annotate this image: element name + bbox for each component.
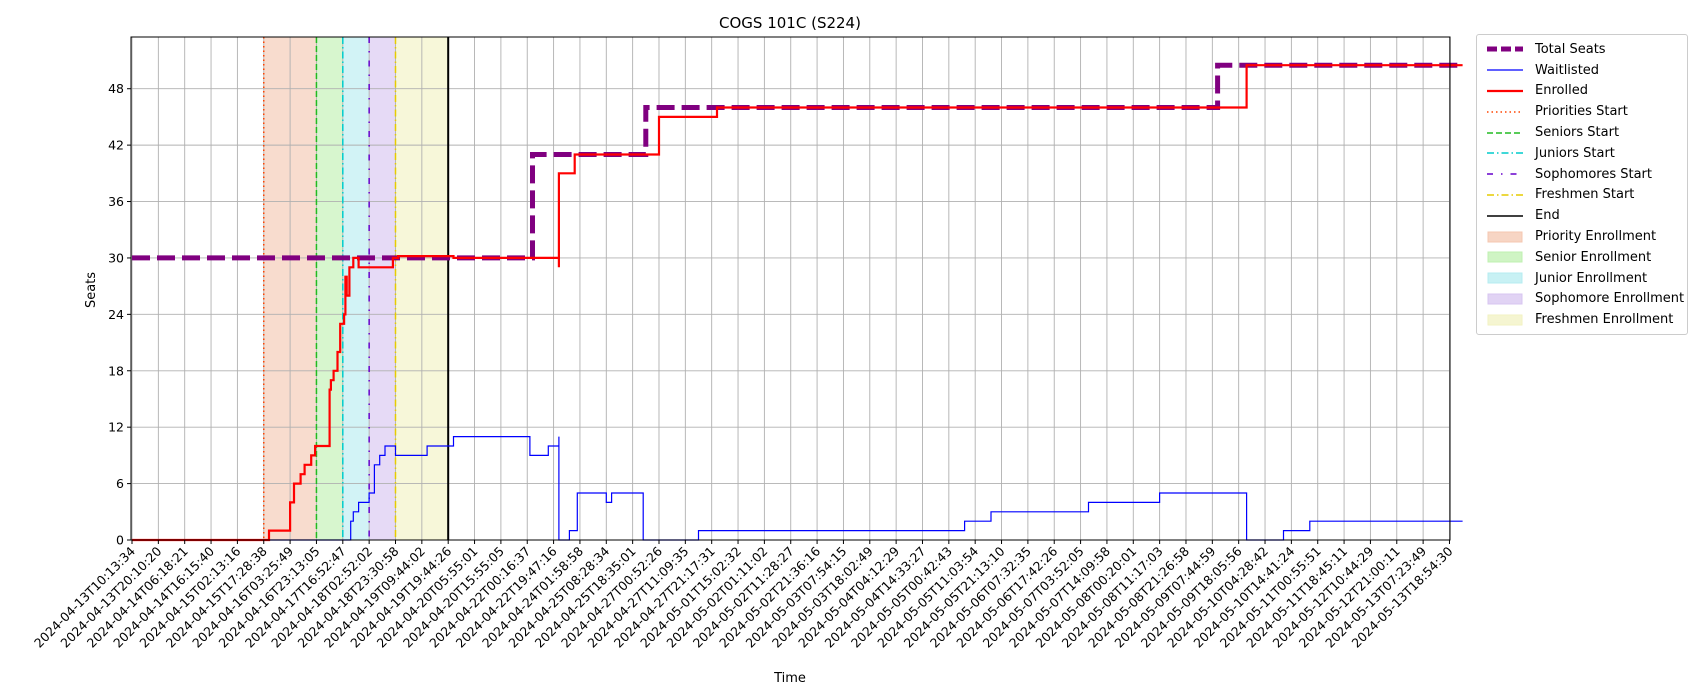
legend-label: Total Seats [1535, 41, 1606, 57]
y-tick-label: 6 [116, 476, 124, 491]
y-tick-label: 48 [108, 81, 124, 96]
legend-item-marker-0: Priorities Start [1477, 101, 1687, 122]
legend-swatch [1485, 189, 1525, 201]
legend-item-period-1: Senior Enrollment [1477, 247, 1687, 268]
y-tick-label: 36 [108, 194, 124, 209]
legend-item-period-0: Priority Enrollment [1477, 226, 1687, 247]
legend-label: Freshmen Start [1535, 187, 1635, 203]
legend-label: Waitlisted [1535, 62, 1600, 78]
legend-label: End [1535, 208, 1560, 224]
legend-swatch [1485, 251, 1525, 263]
legend-swatch [1485, 147, 1525, 159]
legend-swatch [1485, 127, 1525, 139]
y-tick-label: 18 [108, 363, 124, 378]
legend-item-series-0: Total Seats [1477, 39, 1687, 60]
legend-swatch [1485, 210, 1525, 222]
y-axis-label: Seats [84, 272, 99, 308]
legend: Total Seats Waitlisted Enrolled Priorities … [1476, 34, 1688, 336]
y-tick-label: 42 [108, 138, 124, 153]
legend-swatch [1485, 231, 1525, 243]
legend-label: Freshmen Enrollment [1535, 312, 1674, 328]
legend-item-period-2: Junior Enrollment [1477, 268, 1687, 289]
legend-swatch [1485, 168, 1525, 180]
legend-label: Sophomores Start [1535, 166, 1652, 182]
legend-swatch [1485, 314, 1525, 326]
legend-swatch [1485, 293, 1525, 305]
series-line-2 [132, 64, 1463, 542]
y-tick-label: 12 [108, 420, 124, 435]
x-axis-label: Time [773, 671, 806, 686]
y-tick-label: 24 [108, 307, 124, 322]
legend-swatch [1485, 43, 1525, 55]
legend-swatch [1485, 106, 1525, 118]
period-band-3 [369, 37, 396, 540]
period-band-1 [316, 37, 343, 540]
legend-label: Junior Enrollment [1535, 270, 1648, 286]
legend-item-marker-1: Seniors Start [1477, 122, 1687, 143]
legend-label: Senior Enrollment [1535, 249, 1652, 265]
chart-title: COGS 101C (S224) [719, 14, 861, 32]
legend-item-marker-5: End [1477, 205, 1687, 226]
legend-item-period-4: Freshmen Enrollment [1477, 309, 1687, 330]
legend-swatch [1485, 85, 1525, 97]
series-line-0 [132, 62, 1463, 261]
legend-label: Juniors Start [1535, 145, 1615, 161]
y-tick-label: 30 [108, 250, 124, 265]
legend-item-marker-4: Freshmen Start [1477, 185, 1687, 206]
legend-label: Priorities Start [1535, 104, 1628, 120]
legend-label: Seniors Start [1535, 125, 1620, 141]
legend-swatch [1485, 64, 1525, 76]
legend-label: Priority Enrollment [1535, 229, 1657, 245]
legend-item-series-1: Waitlisted [1477, 60, 1687, 81]
legend-item-series-2: Enrolled [1477, 81, 1687, 102]
legend-item-marker-2: Juniors Start [1477, 143, 1687, 164]
y-tick-label: 0 [116, 533, 124, 548]
legend-item-period-3: Sophomore Enrollment [1477, 289, 1687, 310]
legend-label: Sophomore Enrollment [1535, 291, 1685, 307]
legend-label: Enrolled [1535, 83, 1588, 99]
legend-item-marker-3: Sophomores Start [1477, 164, 1687, 185]
legend-swatch [1485, 272, 1525, 284]
